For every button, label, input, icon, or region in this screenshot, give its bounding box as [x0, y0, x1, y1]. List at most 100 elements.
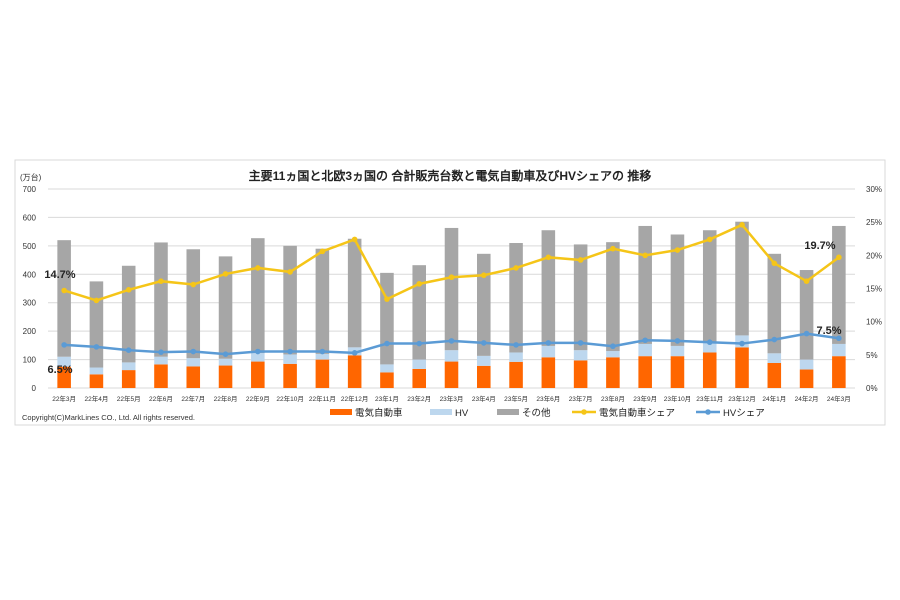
point-電気自動車シェア: [384, 296, 390, 302]
bar-HV: [251, 353, 265, 362]
bar-電気自動車: [541, 357, 556, 388]
point-HVシェア: [158, 349, 164, 355]
data-label: 7.5%: [816, 325, 841, 337]
point-HVシェア: [739, 340, 745, 347]
bar-電気自動車: [412, 368, 426, 388]
bar-その他: [186, 249, 201, 359]
bar-その他: [218, 256, 233, 359]
x-tick-label: 24年1月: [762, 394, 786, 403]
bar-その他: [606, 242, 620, 352]
point-HVシェア: [222, 351, 229, 357]
point-電気自動車シェア: [416, 281, 423, 287]
x-tick-label: 23年12月: [728, 394, 755, 403]
point-HVシェア: [545, 340, 552, 346]
bar-HV: [89, 367, 104, 375]
bar-HV: [767, 353, 782, 363]
y2-tick-label: 30%: [866, 185, 882, 194]
point-HVシェア: [642, 337, 648, 344]
legend-swatch: [430, 409, 452, 415]
point-HVシェア: [416, 340, 423, 347]
bar-HV: [218, 358, 233, 366]
bar-HV: [154, 356, 168, 365]
bar-HV: [638, 343, 652, 357]
bar-HV: [832, 343, 846, 357]
point-HVシェア: [351, 350, 358, 356]
point-HVシェア: [513, 342, 519, 348]
x-tick-label: 22年9月: [246, 394, 270, 403]
bar-その他: [767, 253, 782, 354]
bar-電気自動車: [735, 347, 749, 388]
data-label: 6.5%: [47, 364, 72, 376]
point-HVシェア: [125, 347, 132, 353]
bar-HV: [606, 351, 620, 358]
x-tick-label: 22年5月: [117, 394, 141, 403]
bar-HV: [702, 342, 717, 353]
bar-その他: [380, 272, 394, 365]
x-tick-label: 22年6月: [149, 394, 173, 403]
point-電気自動車シェア: [739, 222, 745, 228]
y-tick-label: 400: [23, 270, 37, 279]
x-tick-label: 22年12月: [341, 394, 368, 403]
y-tick-label: 200: [23, 327, 37, 336]
bar-その他: [735, 221, 749, 336]
point-電気自動車シェア: [577, 257, 584, 263]
y-tick-label: 100: [23, 356, 37, 365]
bar-HV: [573, 350, 588, 361]
bar-その他: [638, 225, 652, 344]
point-HVシェア: [771, 336, 778, 343]
point-HVシェア: [674, 338, 681, 344]
y2-tick-label: 25%: [866, 218, 882, 227]
data-label: 14.7%: [44, 269, 75, 281]
y2-tick-label: 15%: [866, 285, 882, 294]
point-HVシェア: [610, 343, 616, 350]
bar-HV: [670, 345, 685, 357]
bar-電気自動車: [251, 361, 265, 388]
point-電気自動車シェア: [642, 252, 648, 259]
point-電気自動車シェア: [61, 287, 67, 294]
y2-tick-label: 5%: [866, 351, 878, 360]
point-電気自動車シェア: [448, 274, 455, 281]
bar-電気自動車: [154, 364, 168, 388]
point-HVシェア: [803, 330, 810, 337]
point-HVシェア: [255, 348, 261, 355]
bar-その他: [444, 227, 459, 351]
point-HVシェア: [319, 348, 326, 355]
bar-電気自動車: [186, 366, 201, 388]
point-電気自動車シェア: [771, 260, 778, 267]
x-tick-label: 24年2月: [795, 394, 819, 403]
point-HVシェア: [93, 344, 100, 350]
point-電気自動車シェア: [125, 287, 132, 293]
bar-HV: [541, 345, 556, 358]
point-電気自動車シェア: [287, 269, 293, 275]
x-tick-label: 22年3月: [52, 394, 76, 403]
bar-電気自動車: [509, 361, 523, 388]
x-tick-label: 24年3月: [827, 394, 851, 403]
x-tick-label: 23年9月: [633, 394, 657, 403]
bar-電気自動車: [444, 361, 459, 388]
bar-電気自動車: [89, 374, 104, 388]
bar-電気自動車: [477, 365, 491, 388]
point-HVシェア: [384, 340, 390, 347]
x-tick-label: 23年10月: [664, 394, 691, 403]
legend-swatch: [497, 409, 519, 415]
bar-電気自動車: [767, 362, 782, 388]
x-tick-label: 23年5月: [504, 394, 528, 403]
bar-HV: [186, 358, 201, 367]
bar-HV: [380, 364, 394, 373]
y2-tick-label: 10%: [866, 318, 882, 327]
point-電気自動車シェア: [480, 272, 487, 279]
legend-marker: [705, 409, 711, 415]
bar-電気自動車: [57, 366, 71, 388]
bar-HV: [509, 352, 523, 362]
bar-HV: [315, 353, 330, 360]
point-電気自動車シェア: [836, 254, 842, 261]
bar-電気自動車: [799, 369, 814, 388]
legend-label: その他: [522, 407, 551, 419]
x-tick-label: 23年4月: [472, 394, 496, 403]
point-電気自動車シェア: [319, 248, 326, 255]
legend-marker: [581, 409, 587, 415]
point-HVシェア: [706, 339, 713, 346]
bar-その他: [89, 281, 104, 368]
y-tick-label: 600: [23, 213, 37, 222]
bar-HV: [799, 359, 814, 370]
